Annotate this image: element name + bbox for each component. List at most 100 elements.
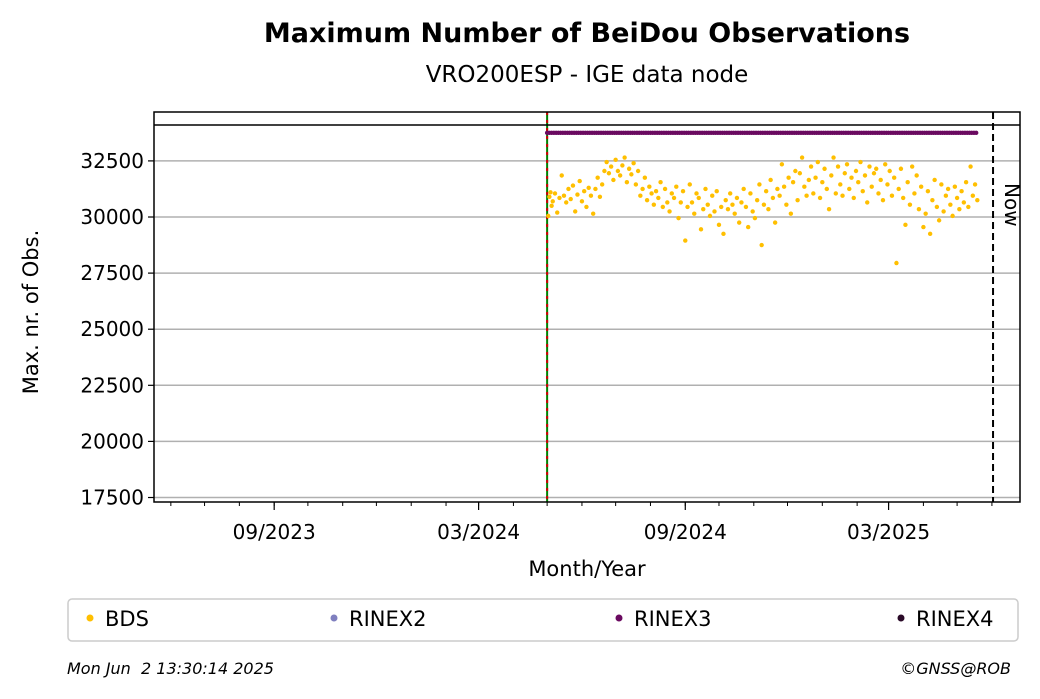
bds-point [685, 204, 690, 210]
bds-point [777, 193, 782, 198]
bds-point [804, 193, 809, 198]
legend-frame [67, 598, 1019, 642]
bds-point [945, 186, 951, 192]
bds-point [665, 200, 670, 205]
bds-point [608, 164, 614, 169]
bds-point [624, 180, 630, 185]
legend-label-rinex4: RINEX4 [916, 607, 994, 631]
x-axis-ticks: 09/2023 03/2024 09/2024 03/2025 [170, 502, 993, 544]
bds-point [959, 188, 964, 194]
x-tick-label: 03/2024 [437, 520, 520, 544]
bds-point [687, 182, 692, 187]
bds-point [667, 209, 672, 214]
y-tick-label: 32500 [80, 149, 144, 173]
bds-point [788, 211, 794, 216]
bds-point [786, 175, 791, 180]
bds-point [871, 171, 877, 176]
y-grid [154, 160, 1020, 499]
legend-label-rinex2: RINEX2 [349, 607, 427, 631]
bds-point [669, 191, 675, 196]
bds-point [891, 175, 897, 180]
y-tick-label: 27500 [80, 261, 144, 285]
bds-point [824, 186, 830, 192]
bds-point [586, 185, 591, 191]
x-axis-label: Month/Year [528, 557, 646, 581]
bds-point [840, 193, 845, 198]
bds-point [573, 209, 578, 214]
legend-marker-rinex3 [615, 614, 623, 622]
bds-point [547, 194, 552, 200]
legend-label-bds: BDS [105, 607, 149, 631]
bds-point [894, 260, 899, 266]
bds-point [948, 202, 953, 207]
bds-point [676, 215, 681, 221]
bds-point [557, 195, 562, 201]
y-axis-ticks: 17500 20000 22500 25000 27500 30000 32500 [80, 149, 154, 510]
bds-point [644, 197, 650, 203]
bds-point [862, 173, 868, 178]
bds-point [620, 163, 625, 168]
bds-point [918, 184, 924, 189]
bds-point [658, 180, 663, 185]
bds-point [752, 215, 758, 221]
bds-point [599, 182, 605, 187]
bds-point [860, 188, 865, 194]
bds-point [555, 210, 560, 215]
y-tick-label: 30000 [80, 205, 144, 229]
bds-point [629, 172, 634, 177]
bds-point [689, 200, 695, 205]
bds-point [874, 166, 879, 171]
bds-point [936, 218, 942, 223]
bds-point [779, 162, 785, 167]
bds-point [808, 164, 814, 169]
bds-point [822, 166, 827, 171]
bds-point [725, 206, 731, 212]
bds-point [716, 222, 722, 228]
bds-point [692, 211, 697, 216]
bds-point [939, 182, 944, 187]
bds-point [584, 204, 589, 210]
bds-point [844, 162, 850, 167]
bds-point [595, 175, 600, 180]
bds-point [817, 195, 823, 201]
bds-point [701, 206, 706, 212]
bds-point [564, 200, 569, 205]
bds-point [606, 171, 612, 176]
bds-point [559, 173, 564, 178]
bds-point [766, 206, 771, 212]
bds-point [921, 224, 926, 230]
bds-point [934, 204, 940, 210]
bds-point [768, 177, 773, 183]
bds-point [970, 193, 976, 198]
bds-point [680, 188, 686, 194]
bds-point [826, 206, 832, 212]
bds-point [903, 222, 908, 228]
bds-point [570, 183, 576, 188]
bds-point [957, 206, 962, 212]
bds-point [615, 168, 621, 174]
legend: BDS RINEX2 RINEX3 RINEX4 [67, 598, 1019, 642]
bds-point [597, 194, 603, 200]
bds-point [912, 191, 917, 196]
bds-point [703, 186, 708, 192]
bds-point [568, 196, 573, 202]
bds-point [835, 164, 841, 169]
bds-point [963, 180, 969, 185]
bds-point [617, 173, 623, 178]
bds-point [916, 206, 922, 212]
bds-point [759, 242, 764, 248]
bds-point [966, 204, 971, 210]
y-axis-label: Max. nr. of Obs. [19, 230, 43, 395]
bds-point [712, 209, 717, 214]
bds-point [925, 188, 931, 194]
bds-point [721, 231, 726, 237]
bds-point [660, 204, 666, 210]
bds-point [797, 171, 803, 176]
bds-point [710, 193, 715, 198]
bds-point [683, 238, 688, 243]
bds-point [775, 186, 780, 192]
bds-point [741, 186, 746, 192]
legend-marker-rinex2 [330, 614, 338, 622]
bds-point [790, 180, 796, 185]
bds-point [815, 159, 821, 165]
